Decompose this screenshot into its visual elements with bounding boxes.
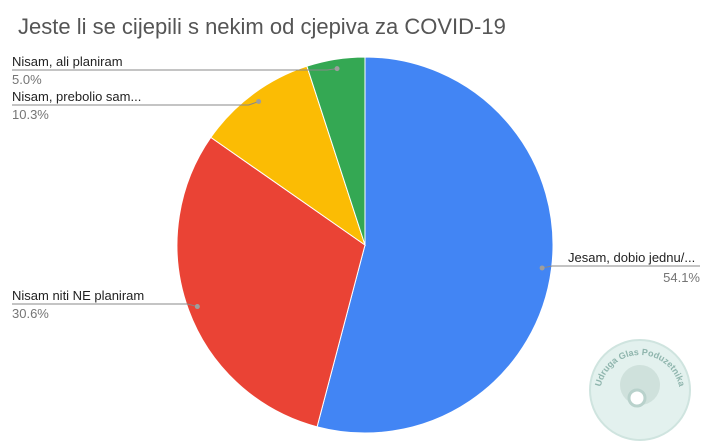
leader-dot [256, 99, 262, 105]
slice-value-label: 54.1% [663, 270, 700, 285]
chart-title: Jeste li se cijepili s nekim od cjepiva … [18, 14, 506, 39]
leader-dot [334, 66, 340, 72]
leader-dot [539, 265, 545, 271]
leader-line [12, 68, 338, 71]
leader-line [542, 265, 700, 269]
pie-slice [176, 136, 366, 428]
leader-line [12, 303, 198, 308]
leader-dot [194, 304, 200, 310]
pie-slice [210, 65, 366, 247]
leader-line [12, 101, 259, 106]
pie-slice [306, 56, 366, 246]
watermark-icon [627, 388, 647, 408]
slice-value-label: 10.3% [12, 107, 49, 122]
watermark: Udruga Glas Poduzetnika [589, 339, 691, 441]
slice-value-label: 5.0% [12, 72, 42, 87]
slice-label: Nisam, ali planiram [12, 54, 123, 69]
slice-value-label: 30.6% [12, 306, 49, 321]
slice-label: Nisam, prebolio sam... [12, 89, 141, 104]
slice-label: Jesam, dobio jednu/... [568, 250, 695, 265]
slice-label: Nisam niti NE planiram [12, 288, 144, 303]
pie-slice [316, 56, 554, 434]
